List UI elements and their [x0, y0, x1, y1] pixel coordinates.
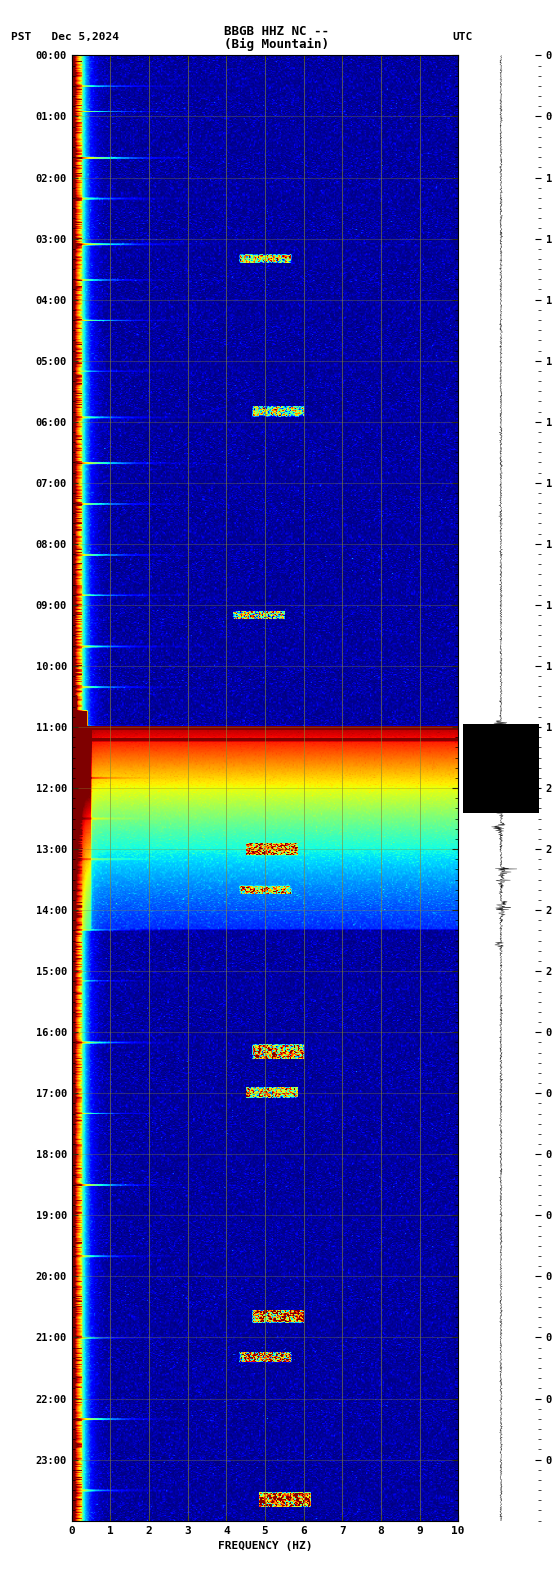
Text: (Big Mountain): (Big Mountain) [224, 38, 328, 51]
Text: UTC: UTC [453, 32, 473, 41]
Text: PST   Dec 5,2024: PST Dec 5,2024 [11, 32, 119, 41]
X-axis label: FREQUENCY (HZ): FREQUENCY (HZ) [217, 1541, 312, 1551]
Bar [463, 724, 539, 814]
Text: BBGB HHZ NC --: BBGB HHZ NC -- [224, 25, 328, 38]
